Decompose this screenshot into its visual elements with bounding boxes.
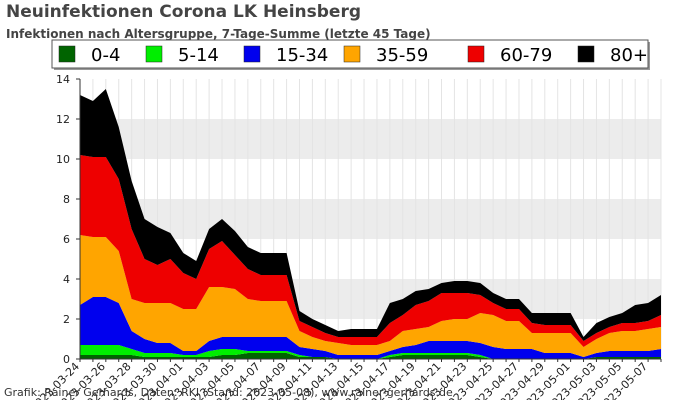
chart-subtitle: Infektionen nach Altersgruppe, 7-Tage-Su…: [6, 27, 431, 41]
legend-swatch-35-59: [343, 45, 361, 63]
area-series-35-59: [80, 235, 661, 357]
y-tick-label: 2: [63, 313, 70, 326]
legend-label-35-59: 35-59: [376, 45, 428, 66]
legend-swatch-60-79: [467, 45, 485, 63]
legend-swatch-80+: [577, 45, 595, 63]
source-credit: Grafik: Rainer Gerhards, Daten: RKI (Sta…: [4, 386, 453, 399]
chart-title: Neuinfektionen Corona LK Heinsberg: [6, 2, 361, 22]
legend-swatch-15-34: [243, 45, 261, 63]
y-tick-label: 12: [56, 113, 70, 126]
y-tick-label: 8: [63, 193, 70, 206]
grid-band: [80, 199, 661, 239]
y-tick-label: 0: [63, 353, 70, 366]
legend-swatch-5-14: [145, 45, 163, 63]
legend-label-15-34: 15-34: [276, 45, 328, 66]
legend-label-0-4: 0-4: [91, 45, 120, 66]
legend-label-60-79: 60-79: [500, 45, 552, 66]
area-series-15-34: [80, 297, 661, 359]
legend-label-80+: 80+: [610, 45, 648, 66]
y-tick-label: 10: [56, 153, 70, 166]
legend-swatch-0-4: [58, 45, 76, 63]
y-tick-label: 6: [63, 233, 70, 246]
y-tick-label: 14: [56, 73, 70, 86]
grid-band: [80, 119, 661, 159]
y-tick-label: 4: [63, 273, 70, 286]
legend-label-5-14: 5-14: [178, 45, 219, 66]
area-series-0-4: [80, 353, 661, 359]
